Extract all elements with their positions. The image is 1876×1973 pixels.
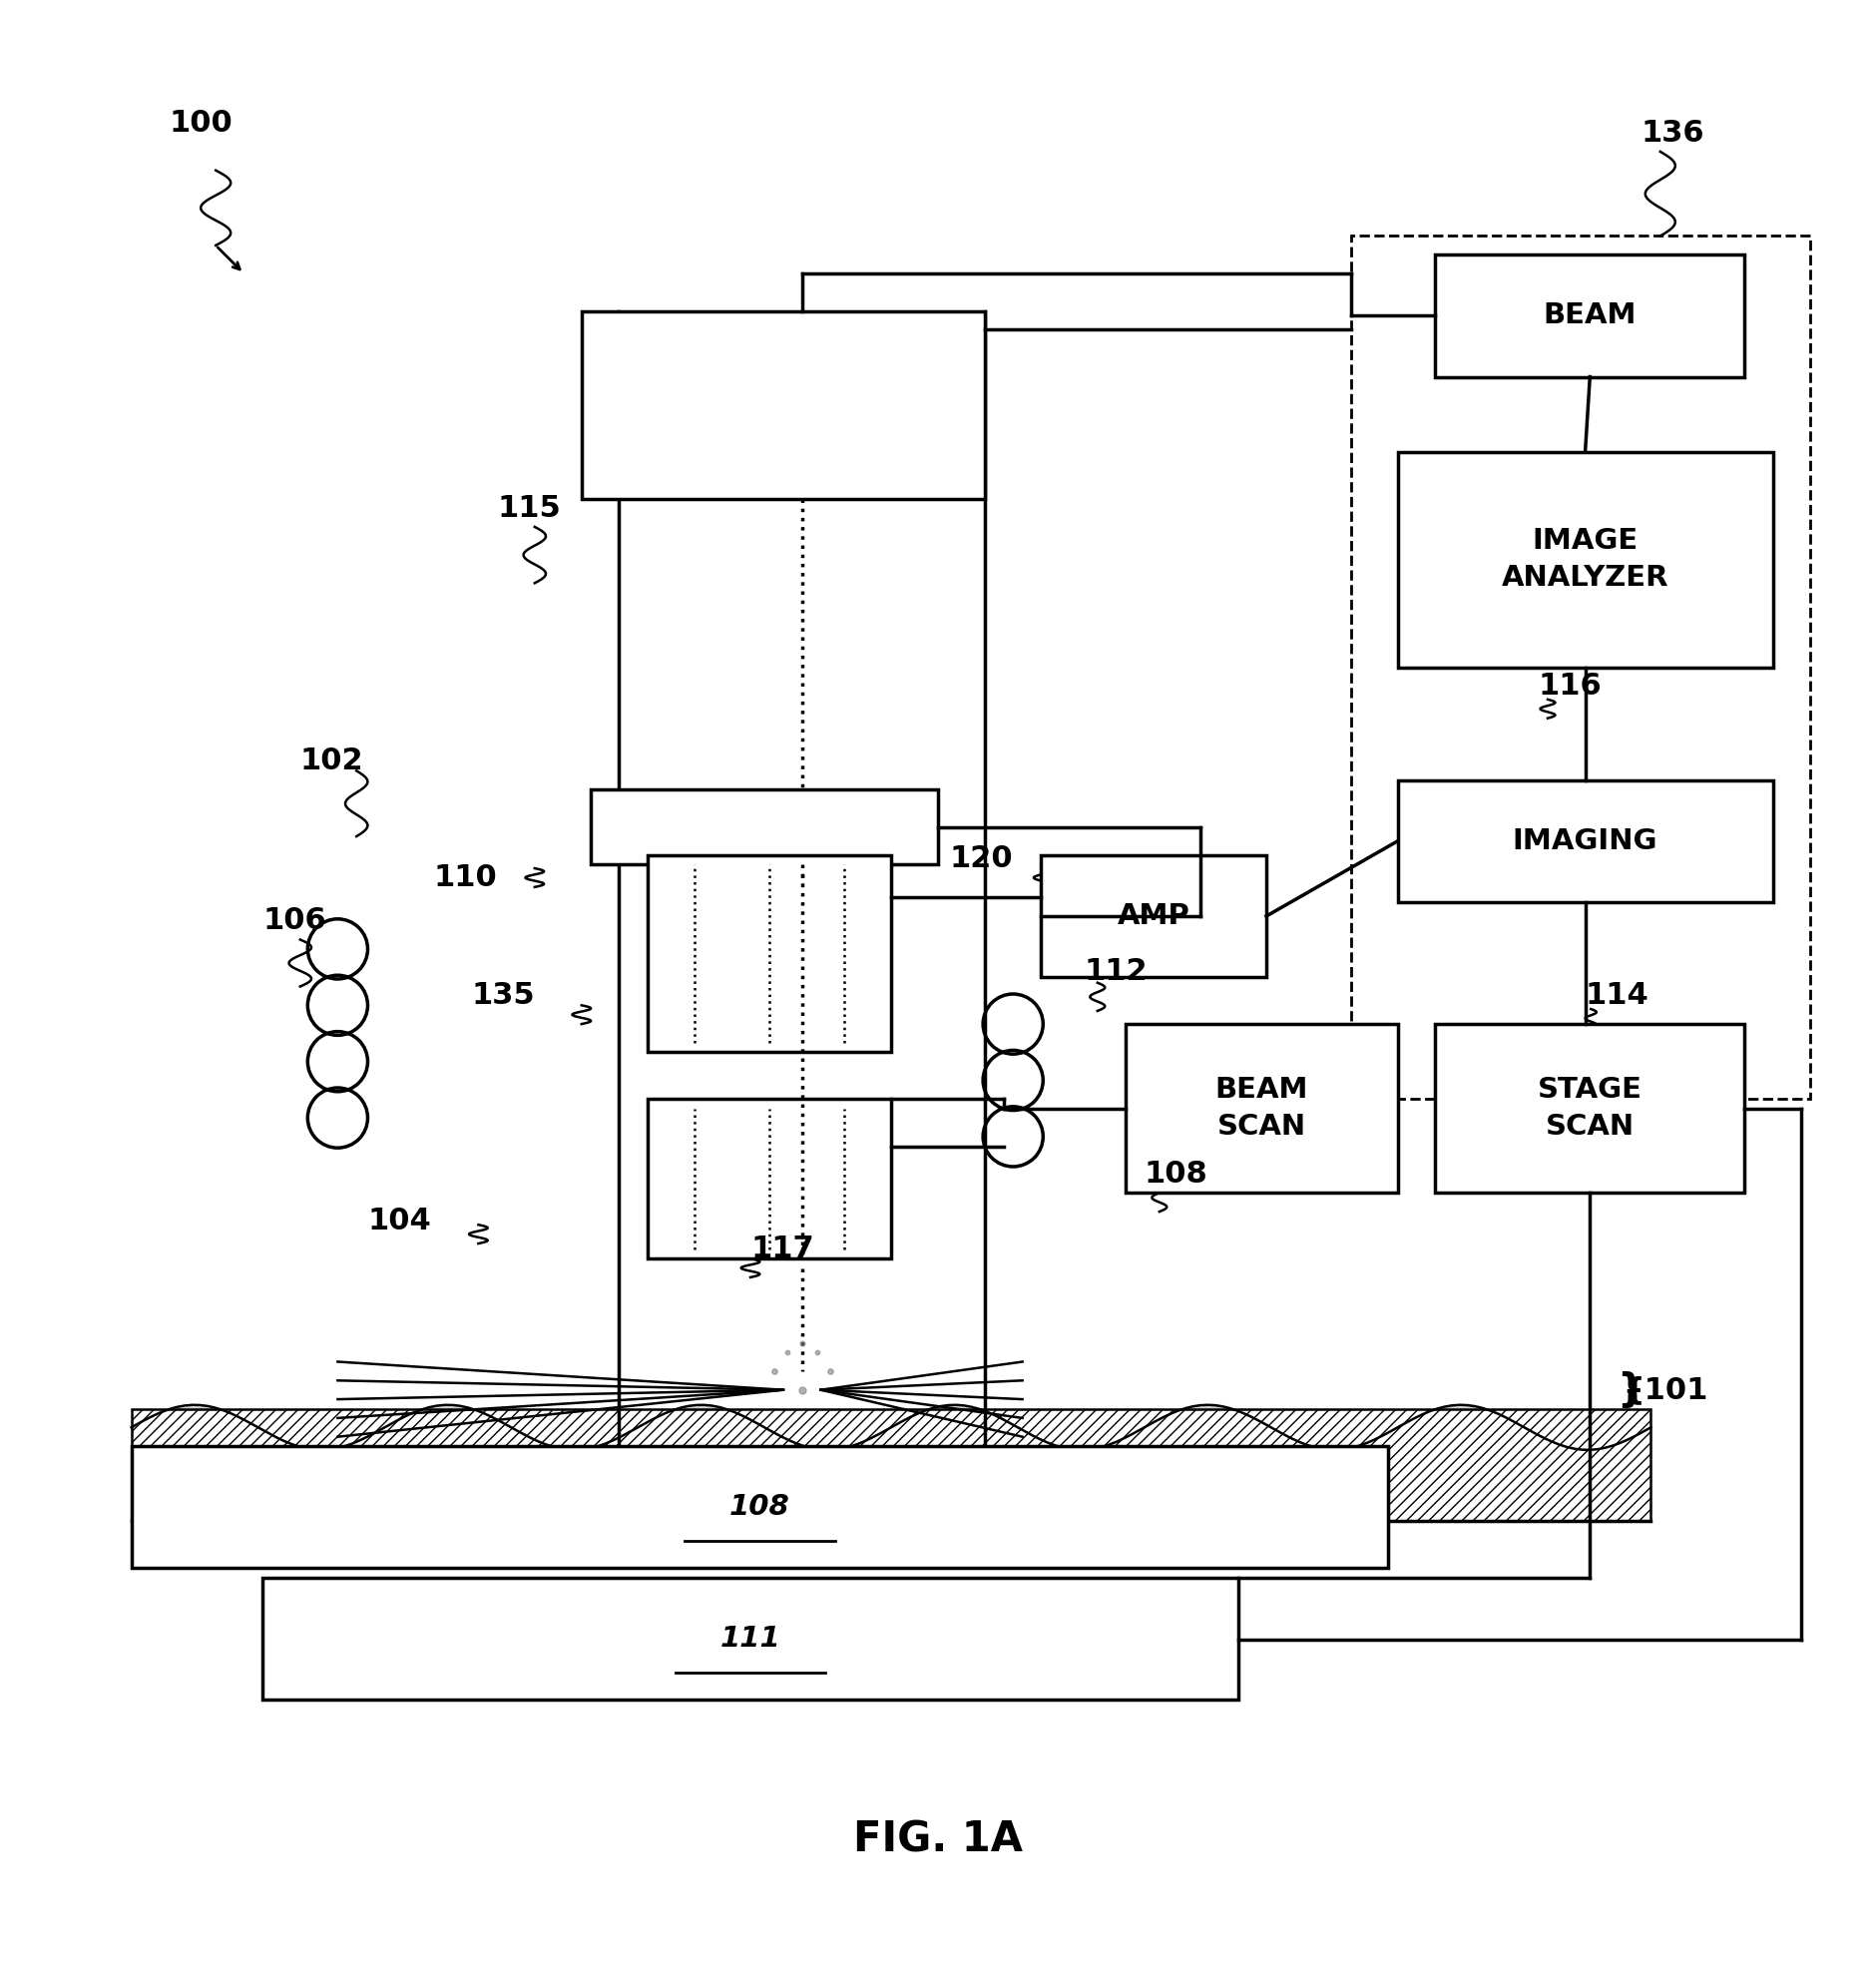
Text: IMAGING: IMAGING — [1512, 827, 1658, 854]
Bar — [263, 1578, 1238, 1699]
Text: IMAGE
ANALYZER: IMAGE ANALYZER — [1501, 527, 1670, 592]
Text: 114: 114 — [1585, 981, 1649, 1010]
Text: AMP: AMP — [1118, 902, 1189, 929]
Bar — [647, 854, 891, 1052]
Text: 108: 108 — [730, 1494, 790, 1521]
Bar — [131, 1446, 1388, 1569]
Text: 135: 135 — [471, 981, 535, 1010]
Text: 102: 102 — [300, 748, 364, 775]
Text: 136: 136 — [1642, 118, 1705, 148]
Text: 104: 104 — [368, 1207, 431, 1235]
Text: STAGE
SCAN: STAGE SCAN — [1538, 1075, 1642, 1140]
Text: }: } — [1617, 1371, 1645, 1409]
Text: 120: 120 — [949, 844, 1013, 874]
Point — [814, 1355, 844, 1387]
Text: 108: 108 — [1144, 1160, 1208, 1188]
Text: 100: 100 — [169, 109, 233, 138]
Bar — [582, 312, 985, 499]
Point — [788, 1373, 818, 1405]
Bar — [1398, 779, 1773, 902]
Text: 115: 115 — [497, 493, 561, 523]
Text: BEAM
SCAN: BEAM SCAN — [1216, 1075, 1308, 1140]
Point — [788, 1328, 818, 1359]
Text: {101: {101 — [1623, 1375, 1707, 1405]
Text: 111: 111 — [720, 1624, 780, 1653]
Bar — [1435, 255, 1745, 377]
Text: 117: 117 — [750, 1235, 814, 1263]
Bar — [1351, 237, 1810, 1099]
Point — [803, 1336, 833, 1367]
Bar — [1041, 854, 1266, 977]
Text: 106: 106 — [263, 906, 326, 935]
Point — [758, 1355, 790, 1387]
Text: 116: 116 — [1538, 673, 1602, 700]
Bar — [591, 789, 938, 864]
Bar — [647, 1099, 891, 1259]
Text: FIG. 1A: FIG. 1A — [854, 1819, 1022, 1861]
Point — [773, 1336, 803, 1367]
Bar — [1126, 1024, 1398, 1194]
Text: 110: 110 — [433, 864, 497, 892]
Bar — [1398, 452, 1773, 667]
Bar — [1435, 1024, 1745, 1194]
Bar — [131, 1409, 1651, 1521]
Text: BEAM: BEAM — [1544, 302, 1636, 329]
Text: 112: 112 — [1084, 957, 1148, 986]
